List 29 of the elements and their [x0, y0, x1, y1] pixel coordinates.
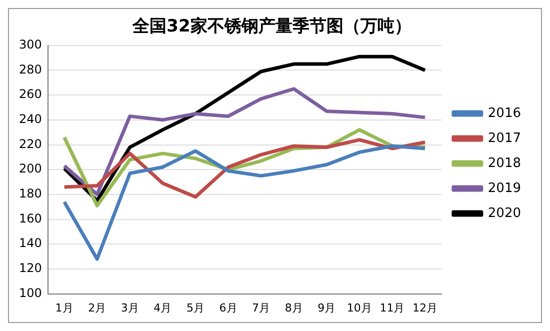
y-tick-label: 100 — [19, 286, 42, 300]
x-tick-label: 9月 — [318, 301, 336, 314]
y-tick-label: 260 — [19, 87, 42, 102]
y-tick-label: 200 — [19, 162, 42, 176]
chart-title: 全国32家不锈钢产量季节图（万吨） — [132, 16, 412, 37]
y-tick-label: 160 — [19, 211, 42, 226]
y-tick-label: 240 — [19, 112, 42, 126]
x-tick-label: 10月 — [346, 301, 372, 314]
y-tick-label: 220 — [19, 136, 42, 151]
x-tick-label: 11月 — [380, 301, 405, 314]
legend-label: 2017 — [488, 130, 522, 146]
legend-label: 2019 — [488, 180, 522, 196]
x-tick-label: 4月 — [154, 301, 172, 314]
y-tick-label: 180 — [19, 186, 42, 201]
y-tick-label: 280 — [19, 62, 42, 76]
y-tick-label: 120 — [19, 261, 42, 276]
x-tick-label: 1月 — [55, 301, 74, 314]
x-tick-label: 8月 — [284, 301, 303, 314]
y-tick-label: 140 — [19, 236, 42, 250]
legend-label: 2018 — [488, 156, 522, 171]
legend-label: 2016 — [488, 106, 522, 121]
y-tick-label: 300 — [19, 38, 42, 52]
x-tick-label: 3月 — [120, 301, 139, 314]
x-tick-label: 12月 — [412, 301, 438, 314]
x-tick-label: 2月 — [88, 301, 106, 314]
x-tick-label: 6月 — [219, 301, 238, 314]
x-tick-label: 5月 — [186, 301, 204, 314]
x-tick-label: 7月 — [252, 301, 270, 314]
legend-label: 2020 — [488, 206, 522, 221]
